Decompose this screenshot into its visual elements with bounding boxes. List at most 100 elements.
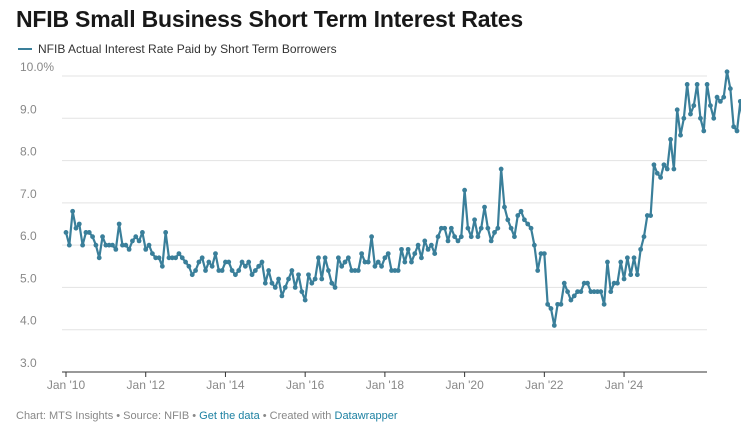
data-point (362, 259, 368, 265)
data-point (505, 217, 511, 223)
data-point (608, 289, 614, 295)
data-point (571, 293, 577, 299)
chart-footer: Chart: MTS Insights • Source: NFIB • Get… (16, 410, 397, 422)
get-data-link[interactable]: Get the data (199, 410, 260, 422)
data-point (525, 221, 531, 227)
data-point (159, 263, 165, 269)
data-point (203, 268, 208, 273)
footer-source: Chart: MTS Insights • Source: NFIB • (16, 410, 197, 422)
data-point (724, 69, 730, 75)
data-point (691, 103, 697, 108)
data-point (455, 238, 461, 244)
data-point (445, 238, 451, 244)
data-point (711, 115, 717, 121)
data-point (731, 124, 737, 130)
x-tick-label: Jan '18 (366, 378, 405, 392)
data-point (233, 272, 238, 278)
data-point (379, 263, 384, 269)
x-tick-label: Jan '16 (286, 378, 325, 392)
data-point (531, 242, 537, 248)
data-point (316, 255, 321, 261)
data-point (246, 259, 252, 265)
data-point (717, 98, 723, 104)
data-point (621, 276, 627, 282)
data-point (176, 251, 182, 256)
data-point (369, 234, 374, 240)
footer-created: • Created with (262, 410, 332, 422)
data-point (671, 166, 677, 172)
data-point (615, 280, 620, 286)
data-point (93, 242, 99, 248)
data-point (605, 259, 610, 265)
data-point (103, 242, 109, 248)
data-point (209, 263, 215, 269)
data-point (140, 230, 145, 235)
data-point (688, 111, 693, 117)
data-point (698, 115, 703, 121)
x-tick-label: Jan '12 (127, 378, 166, 392)
data-point (262, 280, 268, 286)
data-point (249, 272, 255, 278)
data-point (578, 289, 584, 295)
data-point (96, 255, 102, 261)
data-point (678, 132, 683, 138)
data-point (146, 242, 152, 248)
data-point (694, 82, 700, 87)
data-point (289, 268, 295, 273)
data-point (538, 251, 544, 256)
data-point (296, 272, 301, 278)
data-point (206, 259, 212, 265)
data-point (568, 297, 574, 303)
data-point (399, 246, 404, 252)
data-point (558, 301, 564, 307)
data-point (302, 297, 308, 303)
data-point (345, 255, 351, 261)
data-point (448, 225, 454, 231)
data-point (601, 301, 607, 307)
data-point (173, 255, 179, 261)
data-point (701, 128, 707, 134)
data-point (588, 289, 594, 295)
data-point (349, 268, 355, 273)
y-tick-label: 6.0 (20, 229, 37, 243)
y-tick-label: 5.0 (20, 271, 37, 285)
series-group (63, 69, 741, 328)
data-point (86, 230, 92, 235)
data-point (551, 323, 557, 328)
y-tick-label: 9.0 (20, 102, 37, 116)
data-point (714, 94, 720, 100)
data-point (475, 234, 481, 240)
data-point (668, 137, 673, 142)
data-point (631, 255, 637, 261)
data-point (624, 255, 630, 261)
datawrapper-link[interactable]: Datawrapper (334, 410, 398, 422)
data-point (545, 301, 551, 307)
data-point (502, 204, 507, 210)
data-point (628, 272, 634, 278)
data-point (661, 162, 667, 168)
data-point (658, 175, 663, 180)
data-point (252, 268, 258, 273)
data-point (415, 242, 421, 248)
data-point (704, 82, 710, 87)
data-point (213, 251, 218, 256)
data-point (721, 94, 727, 100)
data-point (419, 255, 424, 261)
data-point (372, 263, 378, 269)
data-point (130, 238, 135, 244)
y-axis-ticks: 10.0% 9.0 8.0 7.0 6.0 5.0 4.0 3.0 (20, 60, 54, 370)
data-point (591, 289, 597, 295)
data-point (585, 280, 590, 286)
data-point (326, 268, 331, 273)
data-point (555, 301, 561, 307)
data-point (482, 204, 487, 210)
data-point (70, 208, 76, 214)
data-point (219, 268, 225, 273)
data-point (342, 259, 348, 265)
data-point (452, 234, 458, 240)
data-point (123, 242, 129, 248)
x-tick-label: Jan '24 (605, 378, 644, 392)
data-point (352, 268, 358, 273)
data-point (641, 234, 647, 240)
data-point (299, 289, 305, 295)
